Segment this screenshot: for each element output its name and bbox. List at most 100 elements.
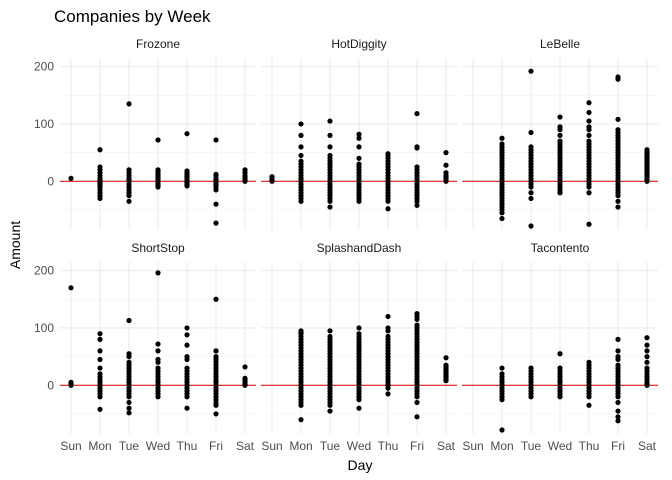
data-point [184,356,190,363]
data-point [97,365,103,371]
data-point [499,397,505,403]
data-point [298,121,304,127]
data-point [615,348,621,354]
x-tick-label: Mon [88,439,111,453]
data-point [97,195,103,202]
y-tick-label: 200 [34,60,54,74]
data-point [184,332,190,338]
data-point [528,68,534,74]
facet-label-shortstop: ShortStop [131,241,185,255]
y-tick-label: 200 [34,264,54,278]
x-tick-label: Mon [490,439,513,453]
x-tick-label: Mon [289,439,312,453]
data-point [298,152,304,159]
data-point [184,131,190,137]
data-point [414,198,420,204]
data-point [414,394,420,400]
data-point [356,198,362,204]
x-tick-label: Thu [579,439,600,453]
data-point [356,144,362,150]
data-point [126,399,132,406]
data-point [97,331,103,337]
data-point [615,408,621,414]
data-point [443,378,449,384]
data-point [499,427,505,433]
data-point [97,336,103,342]
data-point [184,183,190,189]
data-point [586,221,592,227]
data-point [327,118,333,124]
x-tick-label: Fri [611,439,625,453]
data-point [644,178,650,184]
y-tick-label: 0 [47,174,54,188]
data-point [213,220,219,226]
data-point [615,356,621,363]
data-point [557,351,563,357]
data-point [68,175,74,181]
data-point [385,385,391,391]
data-point [356,397,362,403]
data-point [414,316,420,322]
data-point [213,348,219,354]
data-point [298,144,304,150]
data-point [184,394,190,400]
x-tick-label: Wed [146,439,170,453]
data-point [327,144,333,150]
facet-label-hotdiggity: HotDiggity [331,37,386,51]
x-tick-label: Fri [410,439,424,453]
facet-label-lebelle: LeBelle [540,37,580,51]
data-point [126,193,132,199]
facet-hotdiggity: HotDiggity [261,37,457,230]
facet-label-frozone: Frozone [136,37,180,51]
y-tick-label: 0 [47,378,54,392]
data-point [528,190,534,196]
data-point [242,364,248,370]
data-point [615,198,621,204]
data-point [615,394,621,400]
data-point [242,382,248,388]
data-point [97,356,103,363]
data-point [184,342,190,348]
data-point [126,101,132,107]
data-point [557,132,563,138]
data-point [126,354,132,360]
data-point [414,111,420,117]
data-point [68,382,74,388]
data-point [615,76,621,82]
data-point [414,145,420,151]
data-point [327,132,333,138]
data-point [97,394,103,400]
data-point [414,399,420,406]
data-point [298,132,304,138]
data-point [213,296,219,302]
data-point [586,184,592,190]
x-tick-label: Sun [60,439,81,453]
data-point [615,336,621,342]
data-point [97,348,103,354]
x-tick-label: Sun [261,439,282,453]
chart-title: Companies by Week [54,7,211,26]
data-point [356,405,362,411]
data-point [298,198,304,204]
data-point [385,198,391,204]
data-point [184,405,190,411]
x-tick-label: Tue [521,439,542,453]
y-tick-label: 100 [34,117,54,131]
data-point [126,410,132,416]
data-point [557,114,563,120]
data-point [213,411,219,417]
data-point [557,127,563,133]
data-point [97,147,103,153]
data-point [644,382,650,388]
x-tick-label: Thu [177,439,198,453]
data-point [155,348,161,354]
data-point [586,402,592,408]
data-point [644,354,650,360]
facet-panels: Frozone 0 100 200 HotDiggity LeBelle ShortStop… [34,37,658,453]
data-point [644,335,650,341]
facet-tacontento: Tacontento Sun Mon Tue Wed Thu Fri Sat [462,241,658,453]
x-tick-label: Wed [548,439,572,453]
data-point [615,193,621,199]
data-point [557,394,563,400]
